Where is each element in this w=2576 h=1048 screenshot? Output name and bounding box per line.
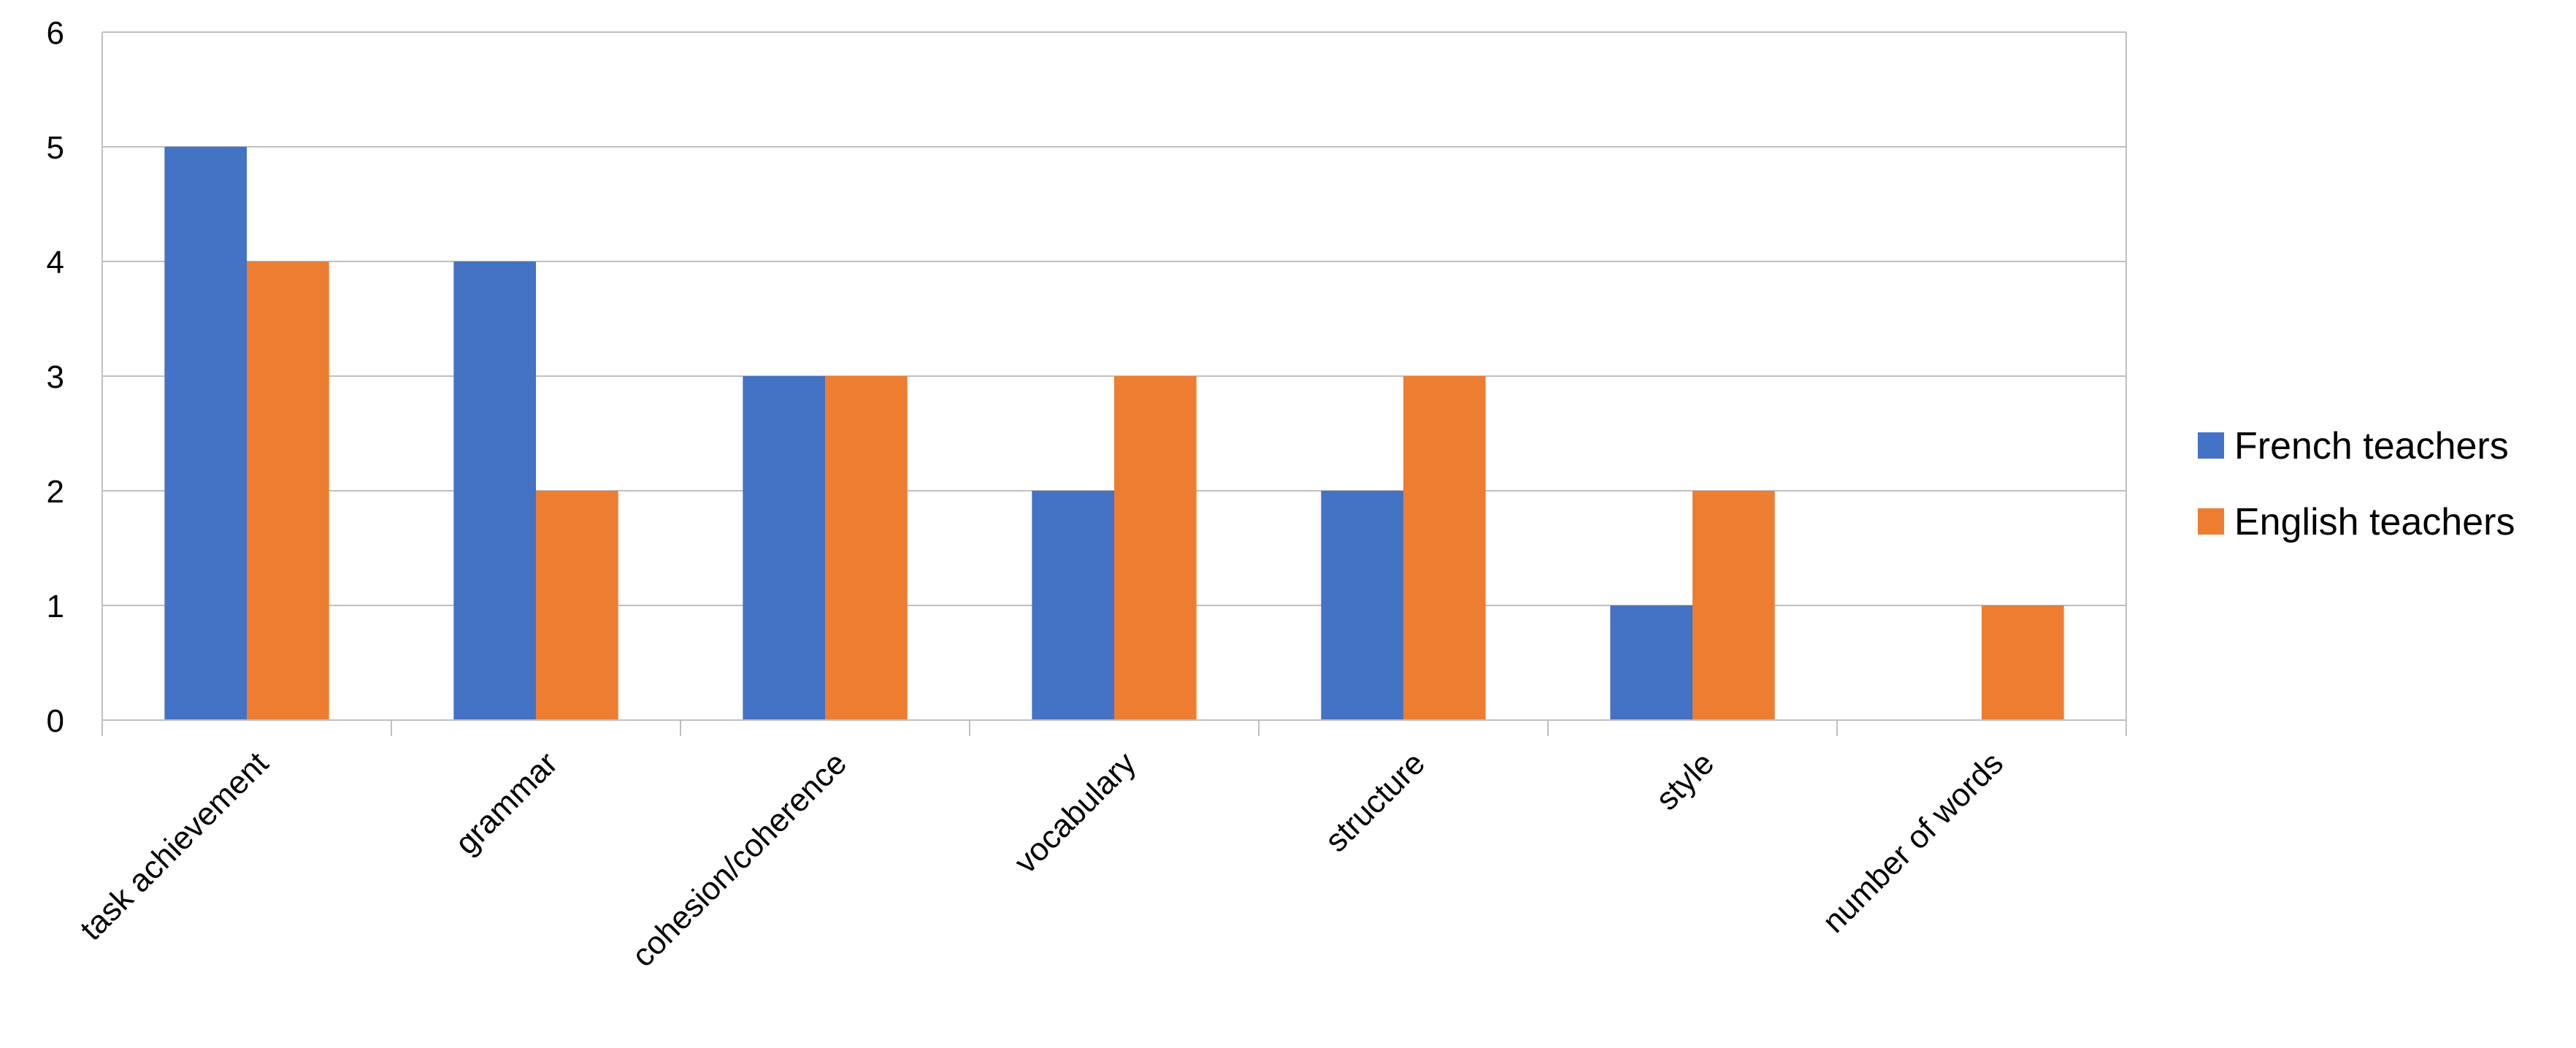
bar-english-5	[1693, 491, 1775, 720]
bar-french-2	[743, 376, 825, 720]
legend: French teachers English teachers	[2198, 425, 2515, 543]
legend-swatch-english	[2198, 508, 2224, 535]
x-category-label: task achievement	[73, 745, 275, 947]
x-category-label: structure	[1318, 745, 1432, 859]
bar-french-3	[1032, 491, 1114, 720]
legend-label-french: French teachers	[2234, 425, 2509, 467]
bars	[164, 147, 2064, 720]
bar-english-1	[536, 491, 618, 720]
y-tick-label: 3	[47, 359, 64, 395]
legend-label-english: English teachers	[2234, 501, 2515, 543]
bar-french-5	[1610, 605, 1693, 720]
y-tick-label: 4	[47, 245, 64, 280]
bar-french-4	[1321, 491, 1403, 720]
bar-english-0	[247, 261, 329, 720]
bar-french-1	[453, 261, 536, 720]
bar-english-2	[825, 376, 908, 720]
x-category-label: cohesion/coherence	[625, 745, 854, 974]
axes	[101, 32, 2127, 736]
y-tick-label: 6	[47, 15, 64, 51]
y-axis-tick-labels: 0 1 2 3 4 5 6	[47, 15, 64, 739]
x-axis-category-labels: task achievement grammar cohesion/coherenc…	[73, 745, 2010, 974]
x-category-label: vocabulary	[1008, 745, 1143, 880]
bar-french-0	[164, 147, 247, 720]
bar-english-3	[1114, 376, 1197, 720]
bar-english-4	[1403, 376, 1486, 720]
y-tick-label: 1	[47, 589, 64, 624]
y-tick-label: 0	[47, 703, 64, 739]
bar-english-6	[1982, 605, 2064, 720]
x-category-label: grammar	[448, 745, 564, 861]
y-tick-label: 2	[47, 474, 64, 510]
x-category-label: number of words	[1816, 745, 2010, 939]
legend-swatch-french	[2198, 432, 2224, 459]
x-category-label: style	[1649, 745, 1722, 817]
y-tick-label: 5	[47, 130, 64, 166]
